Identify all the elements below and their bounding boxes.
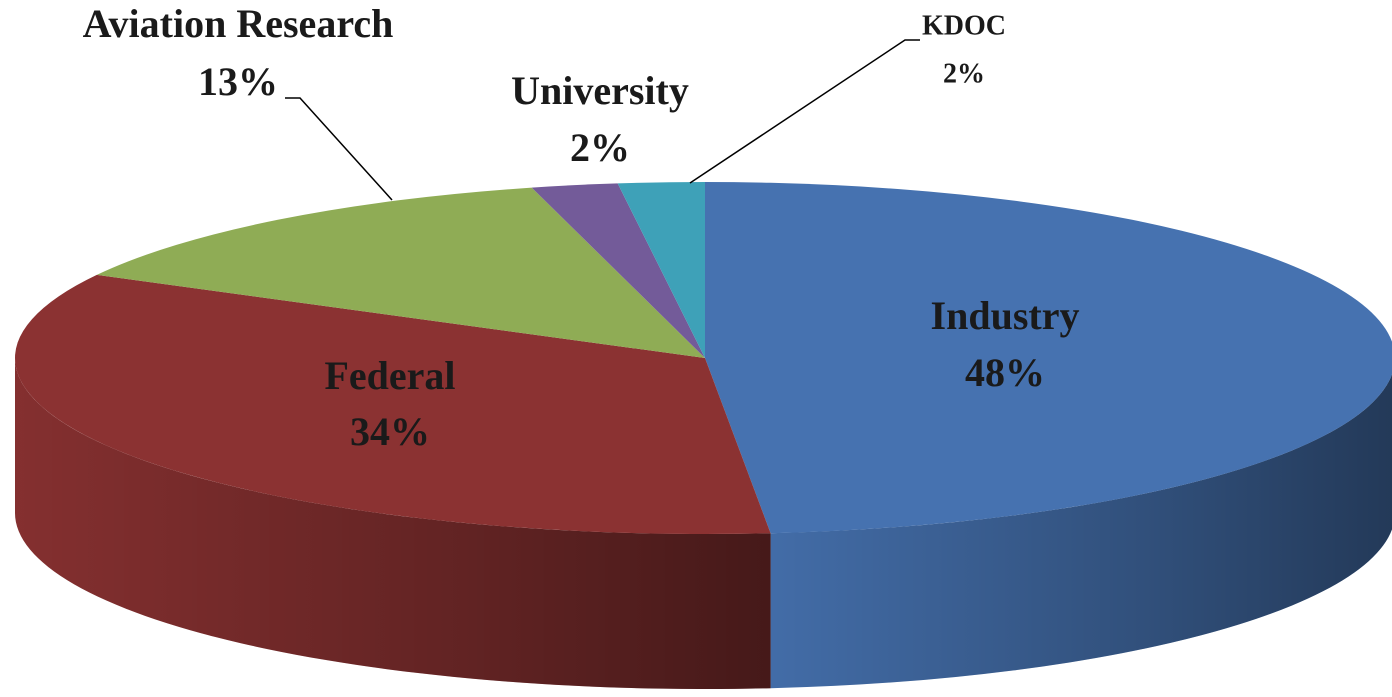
slice-value-label: 2%: [943, 58, 985, 89]
slice: [14, 274, 771, 535]
slice-label: KDOC: [922, 10, 1006, 41]
slice: [705, 182, 1392, 534]
slice: [96, 187, 705, 358]
leader-line: [689, 39, 920, 184]
slice-label: Aviation Research: [83, 1, 394, 46]
slice-value-label: 34%: [350, 409, 430, 454]
leader-line: [285, 97, 393, 201]
slice-side-shade: [770, 374, 1392, 689]
slice-side-shade: [15, 358, 771, 689]
slice: [617, 182, 705, 358]
slice: [531, 183, 705, 358]
slice-label: Federal: [324, 353, 455, 398]
top-faces: [14, 182, 1392, 535]
labels: Industry 48% Federal 34% Aviation Research 13…: [83, 1, 1080, 454]
slice-value-label: 2%: [570, 125, 630, 170]
side-walls: [15, 358, 1392, 689]
slice-label: University: [511, 68, 689, 113]
slice-label: Industry: [931, 293, 1080, 338]
slice-value-label: 13%: [198, 59, 278, 104]
slice-value-label: 48%: [965, 350, 1045, 395]
